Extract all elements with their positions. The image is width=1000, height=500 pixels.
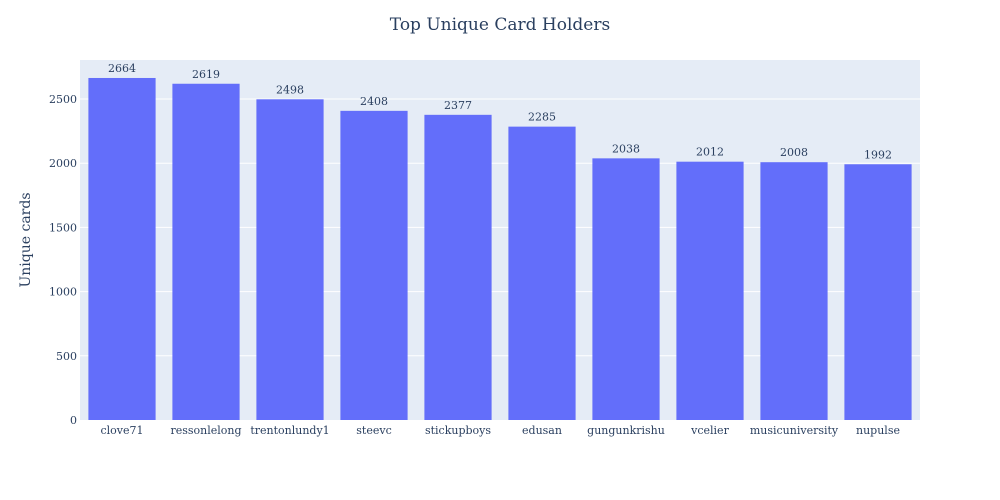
bar-trentonlundy1[interactable] xyxy=(256,99,324,420)
bar-value-label: 2664 xyxy=(108,62,136,75)
x-tick-label: ressonlelong xyxy=(170,424,241,437)
bar-value-label: 2038 xyxy=(612,142,640,155)
x-tick-label: musicuniversity xyxy=(750,424,839,437)
bar-gungunkrishu[interactable] xyxy=(592,158,660,420)
bar-value-label: 2408 xyxy=(360,95,388,108)
chart-title: Top Unique Card Holders xyxy=(390,15,610,35)
bar-steevc[interactable] xyxy=(340,110,408,421)
bar-edusan[interactable] xyxy=(508,126,576,421)
x-tick-label: stickupboys xyxy=(425,424,491,437)
bar-value-label: 2012 xyxy=(696,146,724,159)
bar-ressonlelong[interactable] xyxy=(172,83,240,421)
x-axis-ticks: clove71 ressonlelong trentonlundy1 steevc st… xyxy=(100,424,900,437)
bar-stickupboys[interactable] xyxy=(424,114,492,420)
bar-vcelier[interactable] xyxy=(676,161,744,421)
bar-musicuniversity[interactable] xyxy=(760,162,828,420)
bar-clove71[interactable] xyxy=(88,77,156,421)
y-tick-label: 500 xyxy=(56,350,77,363)
y-tick-label: 1000 xyxy=(49,286,77,299)
bar-nupulse[interactable] xyxy=(844,164,912,420)
x-tick-label: vcelier xyxy=(690,424,729,437)
y-tick-label: 2000 xyxy=(49,157,77,170)
y-tick-label: 2500 xyxy=(49,93,77,106)
y-axis-title: Unique cards xyxy=(18,192,34,287)
bar-value-label: 2008 xyxy=(780,146,808,159)
x-tick-label: trentonlundy1 xyxy=(250,424,329,437)
y-axis-ticks: 0 500 1000 1500 2000 2500 xyxy=(49,93,77,427)
bar-value-label: 2619 xyxy=(192,68,220,81)
x-tick-label: clove71 xyxy=(100,424,143,437)
bars xyxy=(88,77,912,421)
x-tick-label: gungunkrishu xyxy=(587,424,665,437)
bar-value-label: 2285 xyxy=(528,111,556,124)
data-labels: 2664 2619 2498 2408 2377 2285 2038 2012 2008 1992 xyxy=(108,62,892,161)
x-tick-label: nupulse xyxy=(856,424,900,437)
y-tick-label: 1500 xyxy=(49,221,77,234)
x-tick-label: steevc xyxy=(356,424,391,437)
bar-value-label: 1992 xyxy=(864,148,892,161)
y-tick-label: 0 xyxy=(70,414,77,427)
bar-value-label: 2377 xyxy=(444,99,472,112)
bar-value-label: 2498 xyxy=(276,83,304,96)
x-tick-label: edusan xyxy=(522,424,562,437)
